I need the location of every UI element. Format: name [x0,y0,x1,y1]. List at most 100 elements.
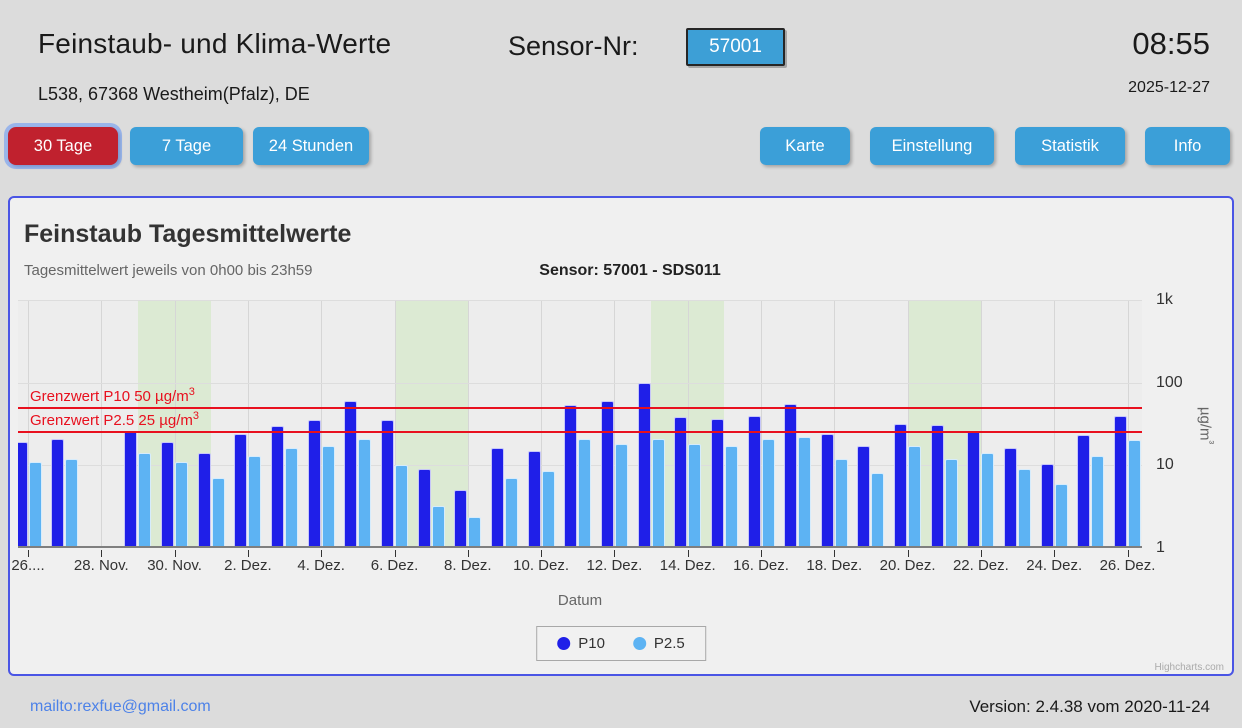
column-p25[interactable] [1128,440,1141,546]
column-p10[interactable] [1040,463,1054,546]
column-p10[interactable] [1114,415,1127,546]
x-axis-label: 22. Dez. [952,557,1009,574]
column-p25[interactable] [834,458,848,546]
column-p10[interactable] [1004,448,1018,546]
column-p10[interactable] [747,416,761,546]
x-axis-tick [980,550,982,557]
column-p25[interactable] [871,473,885,546]
column-p10[interactable] [454,490,468,546]
chart-panel: Feinstaub Tagesmittelwerte Tagesmittelwe… [8,196,1234,676]
gridline-vertical [761,300,762,546]
statistics-button[interactable]: Statistik [1015,127,1125,165]
x-axis-tick [174,550,176,557]
x-axis-label: 6. Dez. [370,557,419,574]
info-button[interactable]: Info [1145,127,1230,165]
column-p25[interactable] [908,446,922,546]
column-p25[interactable] [358,438,372,546]
column-p10[interactable] [637,382,651,546]
y-axis-label: 10 [1156,456,1174,474]
column-p10[interactable] [600,401,614,546]
column-p25[interactable] [138,453,152,546]
column-p25[interactable] [431,506,445,546]
legend-item-p25[interactable]: P2.5 [632,635,685,652]
column-p25[interactable] [504,478,518,546]
column-p10[interactable] [710,419,724,546]
x-axis-tick [687,550,689,557]
column-p25[interactable] [944,458,958,546]
range-button-30-days[interactable]: 30 Tage [8,127,118,165]
chart-plot-area: Grenzwert P10 50 µg/m3 Grenzwert P2.5 25 … [18,300,1142,548]
x-axis-label: 2. Dez. [224,557,272,574]
sensor-number-label: Sensor-Nr: [508,31,639,61]
column-p10[interactable] [381,420,394,546]
column-p25[interactable] [175,461,189,546]
column-p25[interactable] [651,438,665,546]
column-p25[interactable] [211,478,225,546]
column-p10[interactable] [784,404,798,546]
column-p10[interactable] [417,469,431,546]
settings-button[interactable]: Einstellung [870,127,994,165]
column-p25[interactable] [688,444,702,546]
x-axis-tick [907,550,909,557]
column-p10[interactable] [490,448,504,546]
column-p25[interactable] [65,458,79,546]
column-p25[interactable] [578,438,592,546]
column-p10[interactable] [307,420,321,546]
x-axis-label: 30. Nov. [147,557,202,574]
y-axis-label: 1 [1156,539,1165,556]
column-p25[interactable] [614,444,628,546]
column-p25[interactable] [321,446,335,546]
clock: 08:55 [1132,26,1210,61]
range-button-24-hours[interactable]: 24 Stunden [253,127,369,165]
x-axis-label: 16. Dez. [733,557,789,574]
gridline-vertical [907,300,909,546]
map-button[interactable]: Karte [760,127,850,165]
column-p10[interactable] [527,450,541,546]
gridline-vertical [614,300,616,546]
column-p25[interactable] [1018,469,1032,546]
column-p25[interactable] [395,465,408,546]
column-p25[interactable] [1091,455,1105,546]
column-p25[interactable] [248,455,262,546]
page-title: Feinstaub- und Klima-Werte [38,28,392,59]
column-p25[interactable] [468,516,482,546]
x-axis-label: 28. Nov. [73,557,129,574]
limit-line [18,431,1142,434]
column-p10[interactable] [271,425,285,546]
column-p25[interactable] [28,461,42,546]
x-axis-tick [614,550,616,557]
column-p25[interactable] [798,437,812,546]
column-p25[interactable] [724,446,738,546]
y-axis-label: 1k [1156,291,1173,308]
column-p25[interactable] [761,438,775,546]
column-p10[interactable] [1077,435,1091,546]
gridline-vertical [321,300,323,546]
column-p10[interactable] [857,446,871,546]
column-p10[interactable] [894,423,908,546]
column-p10[interactable] [51,438,65,546]
legend-item-p10[interactable]: P10 [557,635,605,652]
column-p25[interactable] [541,471,555,546]
column-p25[interactable] [981,453,995,546]
column-p10[interactable] [197,453,211,546]
column-p10[interactable] [124,431,138,546]
column-p10[interactable] [234,433,248,546]
column-p10[interactable] [18,442,28,546]
column-p25[interactable] [1054,483,1068,546]
column-p25[interactable] [285,448,299,546]
mail-link[interactable]: mailto:rexfue@gmail.com [30,698,211,715]
column-p10[interactable] [967,431,981,546]
column-p10[interactable] [344,401,358,546]
range-button-7-days[interactable]: 7 Tage [130,127,243,165]
x-axis-tick [101,550,103,557]
column-p10[interactable] [820,433,834,546]
column-p10[interactable] [674,417,688,546]
column-p10[interactable] [930,424,944,546]
x-axis-label: 12. Dez. [586,557,643,574]
x-axis-label: 14. Dez. [659,557,716,574]
sensor-number-input[interactable] [686,28,785,66]
sensor-location: L538, 67368 Westheim(Pfalz), DE [38,84,310,104]
column-p10[interactable] [161,442,175,546]
x-axis-label: 18. Dez. [806,557,863,574]
column-p10[interactable] [564,404,578,546]
